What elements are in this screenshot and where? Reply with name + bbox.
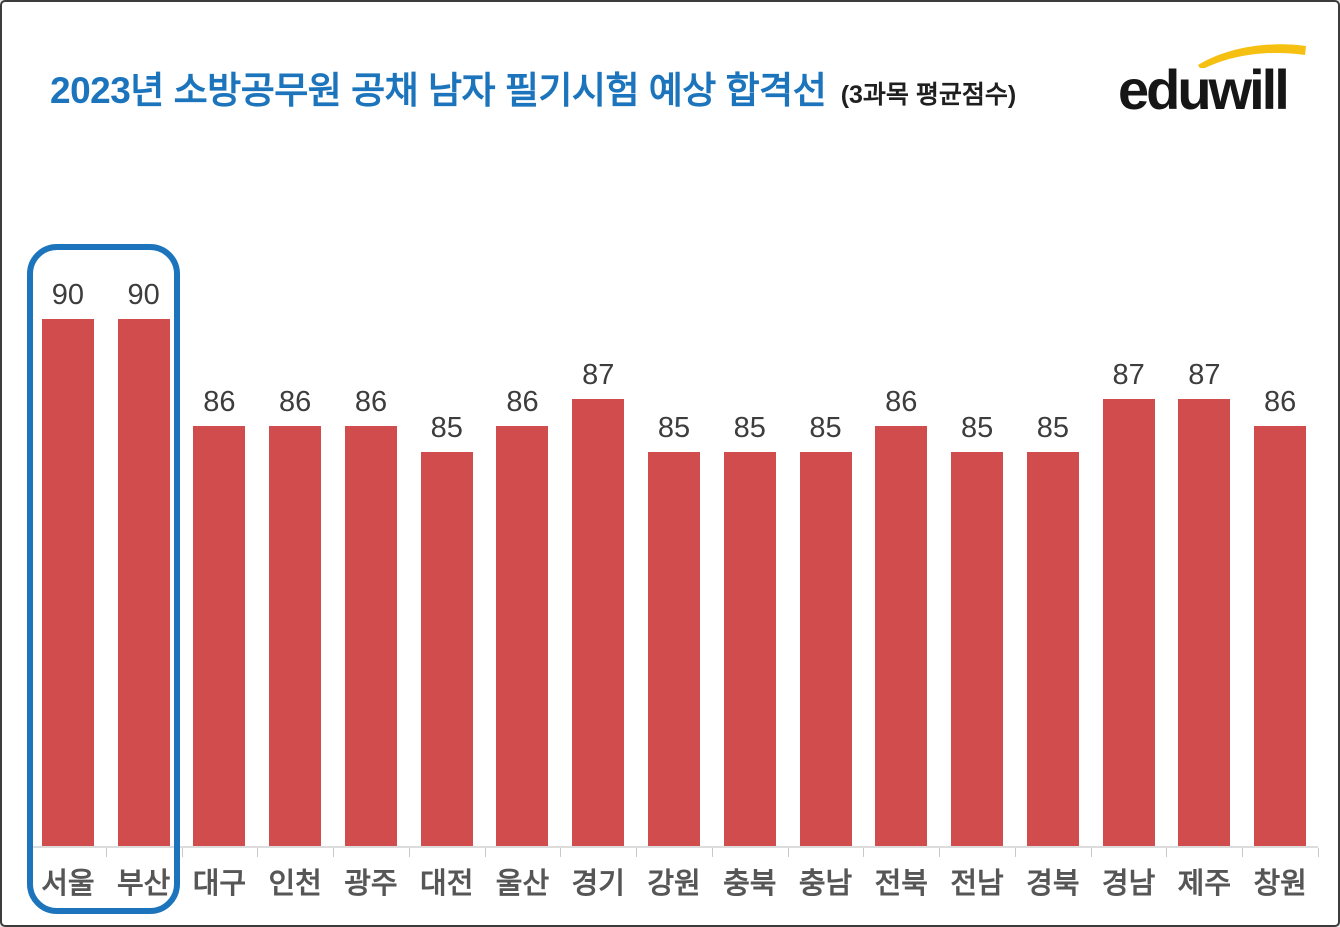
bar bbox=[193, 426, 246, 846]
bar-group-충북: 85 bbox=[712, 2, 788, 846]
bar-value-label: 87 bbox=[1188, 359, 1221, 391]
category-label: 전북 bbox=[874, 868, 928, 900]
category-label: 창원 bbox=[1253, 868, 1307, 900]
category-label: 울산 bbox=[495, 868, 550, 900]
bar bbox=[1178, 399, 1231, 846]
logo-text: eduwill bbox=[1118, 58, 1290, 121]
category-label: 대구 bbox=[192, 868, 247, 900]
category-label: 경남 bbox=[1101, 868, 1156, 900]
bar-value-label: 85 bbox=[657, 412, 691, 444]
bar-group-충남: 85 bbox=[788, 2, 864, 846]
axis-tick bbox=[257, 848, 258, 857]
bars-area: 90 90 86 86 86 85 86 87 85 85 85 86 85 85 87 87 86 bbox=[30, 2, 1318, 846]
page-title: 2023년 소방공무원 공채 남자 필기시험 예상 합격선 bbox=[50, 70, 827, 111]
bar-value-label: 86 bbox=[354, 386, 388, 418]
bar-group-경북: 85 bbox=[1015, 2, 1091, 846]
bar-group-울산: 86 bbox=[485, 2, 561, 846]
category-label: 경기 bbox=[571, 868, 625, 900]
axis-tick bbox=[30, 848, 31, 857]
bar-value-label: 87 bbox=[582, 359, 615, 391]
category-label: 서울 bbox=[41, 868, 95, 900]
bar bbox=[648, 452, 700, 846]
bar-value-label: 86 bbox=[885, 386, 918, 418]
category-label: 인천 bbox=[268, 868, 322, 900]
axis-tick bbox=[333, 848, 334, 857]
bar bbox=[723, 452, 776, 846]
bar-group-전남: 85 bbox=[939, 2, 1015, 846]
bar-group-창원: 86 bbox=[1242, 2, 1318, 846]
page-subtitle: (3과목 평균점수) bbox=[840, 81, 1017, 109]
bar-group-전북: 86 bbox=[863, 2, 939, 846]
axis-tick bbox=[1166, 848, 1167, 857]
bar-group-서울: 90 bbox=[30, 2, 106, 846]
bar bbox=[951, 452, 1004, 846]
bar-value-label: 85 bbox=[733, 412, 766, 444]
bar-group-강원: 85 bbox=[636, 2, 712, 846]
bar-group-제주: 87 bbox=[1166, 2, 1242, 846]
bar bbox=[117, 319, 170, 846]
category-label: 전남 bbox=[950, 868, 1004, 900]
bar-group-경기: 87 bbox=[560, 2, 636, 846]
category-label: 광주 bbox=[344, 868, 398, 900]
eduwill-logo: eduwill bbox=[1118, 38, 1308, 118]
bar-value-label: 87 bbox=[1112, 359, 1145, 391]
category-label: 충남 bbox=[798, 868, 853, 900]
bar bbox=[41, 319, 94, 846]
axis-tick bbox=[636, 848, 637, 857]
axis-tick bbox=[1242, 848, 1243, 857]
bar bbox=[875, 426, 928, 846]
axis-tick bbox=[1318, 848, 1319, 857]
bar-value-label: 90 bbox=[51, 279, 85, 311]
bar bbox=[1102, 399, 1155, 846]
axis-tick bbox=[939, 848, 940, 857]
category-label: 제주 bbox=[1177, 868, 1232, 900]
bar bbox=[799, 452, 852, 846]
bar-value-label: 86 bbox=[1264, 386, 1297, 418]
bar-group-대구: 86 bbox=[182, 2, 258, 846]
bar-value-label: 85 bbox=[1036, 412, 1069, 444]
bar-value-label: 86 bbox=[203, 386, 236, 418]
category-label: 대전 bbox=[420, 868, 474, 900]
bar-group-인천: 86 bbox=[257, 2, 333, 846]
chart-header: 2023년 소방공무원 공채 남자 필기시험 예상 합격선 (3과목 평균점수) bbox=[50, 60, 1016, 114]
bar-group-경남: 87 bbox=[1091, 2, 1167, 846]
axis-tick bbox=[712, 848, 713, 857]
bar-group-부산: 90 bbox=[106, 2, 182, 846]
bar-value-label: 90 bbox=[127, 279, 160, 311]
bar bbox=[420, 452, 473, 846]
category-label: 부산 bbox=[116, 868, 171, 900]
category-label: 강원 bbox=[647, 868, 701, 900]
bar bbox=[344, 426, 397, 846]
axis-tick bbox=[1015, 848, 1016, 857]
axis-tick bbox=[182, 848, 183, 857]
bar-group-광주: 86 bbox=[333, 2, 409, 846]
axis-tick bbox=[106, 848, 107, 857]
category-label: 경북 bbox=[1026, 868, 1080, 900]
bar-value-label: 86 bbox=[506, 386, 539, 418]
logo-swoosh-icon bbox=[1198, 44, 1306, 68]
bar-value-label: 85 bbox=[809, 412, 842, 444]
bar-value-label: 85 bbox=[960, 412, 994, 444]
bar bbox=[496, 426, 549, 846]
axis-tick bbox=[1091, 848, 1092, 857]
bar bbox=[1254, 426, 1307, 846]
bar bbox=[1026, 452, 1079, 846]
bar bbox=[572, 399, 625, 846]
category-label: 충북 bbox=[723, 868, 777, 900]
axis-tick bbox=[485, 848, 486, 857]
bar bbox=[269, 426, 322, 846]
axis-tick bbox=[560, 848, 561, 857]
axis-tick bbox=[863, 848, 864, 857]
category-labels: 서울 부산 대구 인천 광주 대전 울산 경기 강원 충북 충남 전북 전남 경북 경남 제주 창원 bbox=[30, 862, 1318, 906]
axis-tick bbox=[788, 848, 789, 857]
bar-group-대전: 85 bbox=[409, 2, 485, 846]
x-axis-line bbox=[30, 846, 1318, 848]
axis-tick bbox=[409, 848, 410, 857]
bar-value-label: 85 bbox=[430, 412, 463, 444]
bar-value-label: 86 bbox=[279, 386, 312, 418]
